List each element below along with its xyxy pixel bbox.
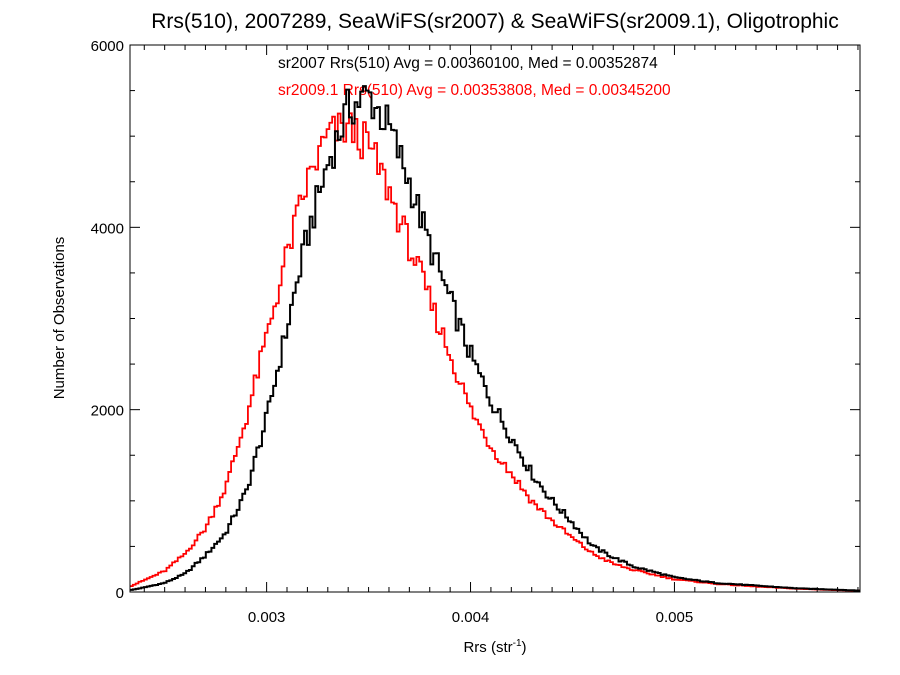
series-sr2009-line bbox=[130, 112, 860, 592]
y-tick-label: 2000 bbox=[91, 403, 124, 420]
x-axis-label-main: Rrs (str bbox=[463, 639, 512, 656]
chart-title: Rrs(510), 2007289, SeaWiFS(sr2007) & Sea… bbox=[151, 10, 838, 33]
x-axis-label: Rrs (str-1) bbox=[463, 638, 526, 656]
y-axis-label: Number of Observations bbox=[51, 237, 68, 400]
x-axis-label-close: ) bbox=[522, 639, 527, 656]
annotation-sr2009: sr2009.1 Rrs(510) Avg = 0.00353808, Med … bbox=[278, 82, 671, 99]
x-tick-label: 0.004 bbox=[452, 609, 490, 626]
axis-ticks: 0 2000 4000 6000 0.003 0.004 0.005 bbox=[91, 38, 860, 626]
x-axis-label-sup: -1 bbox=[513, 638, 522, 649]
x-tick-label: 0.003 bbox=[248, 609, 286, 626]
y-tick-label: 6000 bbox=[91, 38, 124, 55]
series-sr2007-line bbox=[130, 85, 860, 592]
x-tick-label: 0.005 bbox=[656, 609, 694, 626]
series-lines bbox=[130, 85, 860, 592]
plot-frame bbox=[129, 44, 861, 593]
annotation-sr2007: sr2007 Rrs(510) Avg = 0.00360100, Med = … bbox=[278, 55, 658, 72]
y-tick-label: 4000 bbox=[91, 220, 124, 237]
y-tick-label: 0 bbox=[116, 585, 124, 602]
